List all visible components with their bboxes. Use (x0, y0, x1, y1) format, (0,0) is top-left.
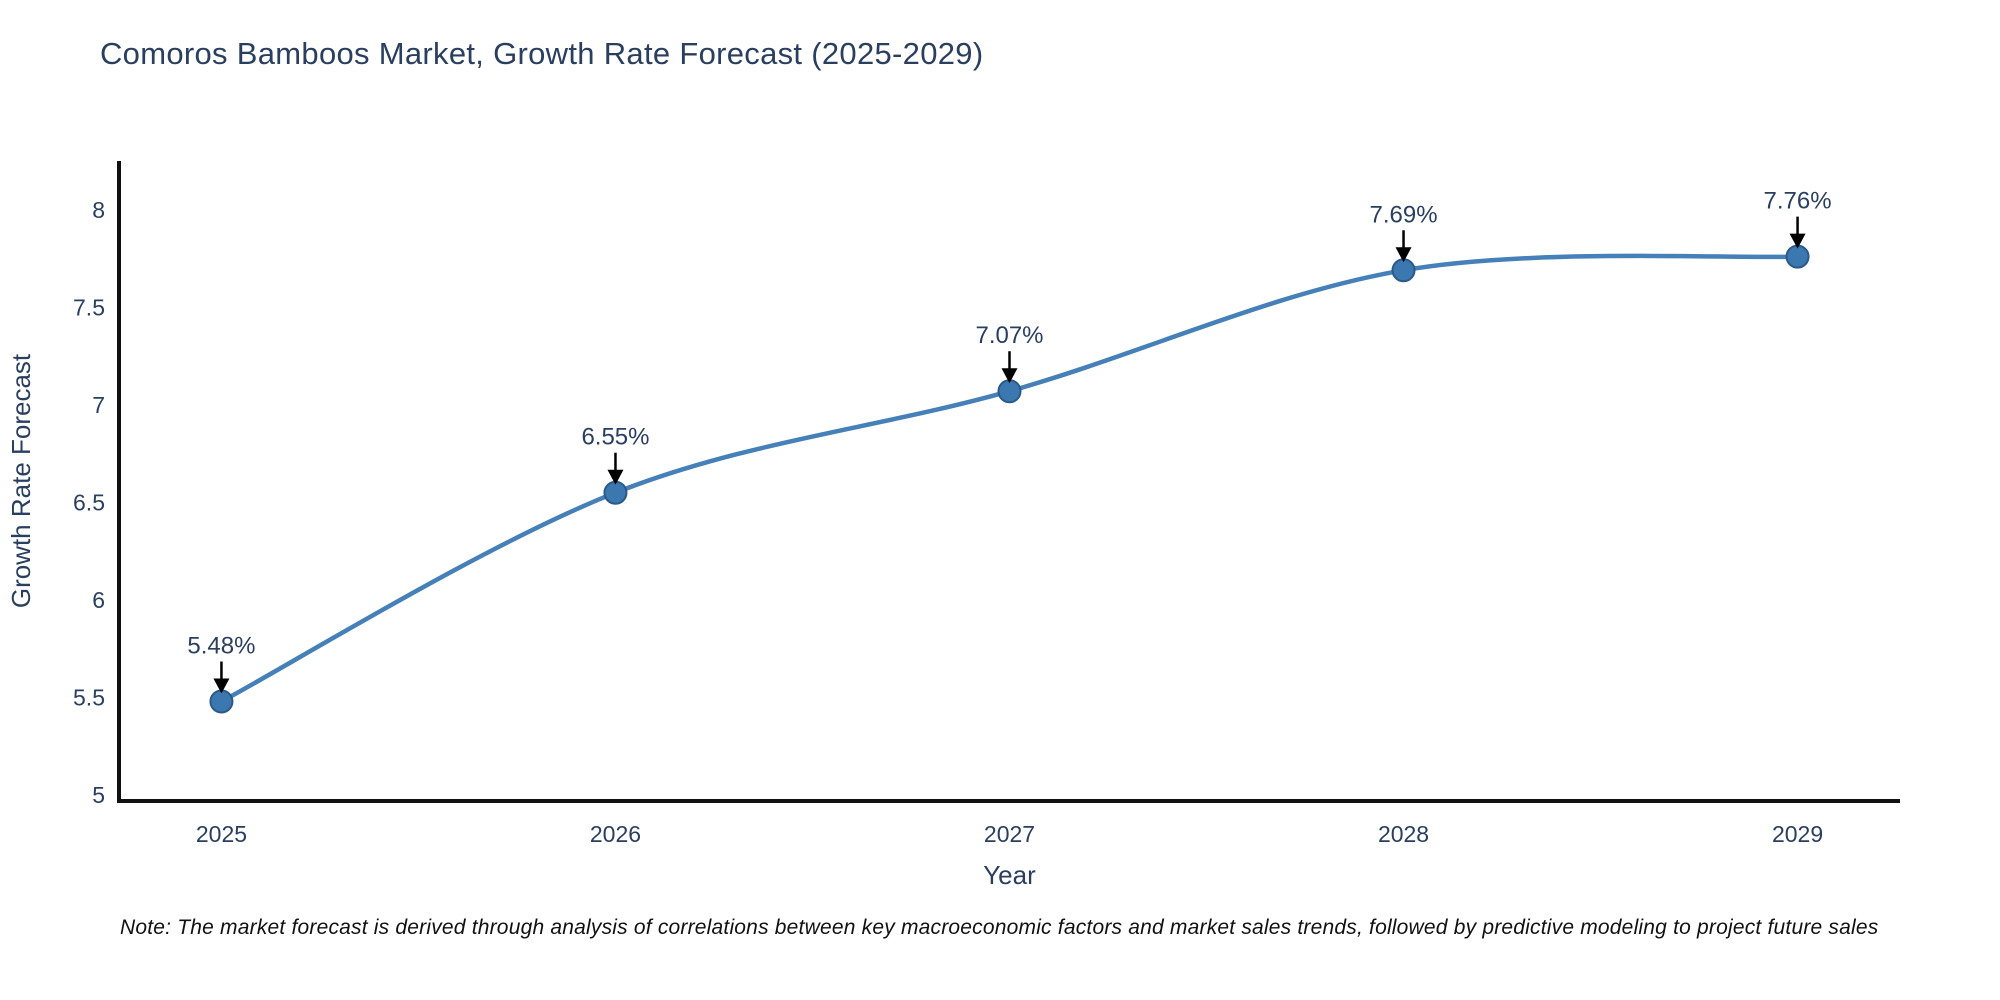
data-point-label: 7.69% (1369, 201, 1437, 228)
x-tick-label: 2026 (590, 821, 641, 847)
chart-footnote: Note: The market forecast is derived thr… (120, 916, 1879, 939)
y-tick-label: 7 (92, 392, 105, 418)
y-tick-label: 7.5 (73, 294, 105, 320)
annotation-arrow-head (1395, 247, 1412, 263)
y-tick-label: 5 (92, 782, 105, 808)
data-point-label: 7.76% (1764, 188, 1832, 215)
chart-title: Comoros Bamboos Market, Growth Rate Fore… (100, 36, 984, 71)
annotation-arrow-head (1001, 368, 1018, 384)
data-point-marker (1785, 244, 1810, 269)
y-axis-title: Growth Rate Forecast (6, 353, 36, 608)
x-axis-title: Year (983, 860, 1036, 890)
y-tick-label: 8 (92, 197, 105, 223)
x-tick-label: 2027 (984, 821, 1035, 847)
x-tick-label: 2028 (1378, 821, 1429, 847)
x-tick-label: 2025 (196, 821, 247, 847)
data-point-marker (1391, 258, 1416, 283)
annotation-arrow-head (1789, 233, 1806, 249)
y-tick-label: 5.5 (73, 685, 105, 711)
x-tick-label: 2029 (1772, 821, 1823, 847)
data-point-marker (997, 379, 1022, 404)
data-point-label: 7.07% (975, 322, 1043, 349)
annotation-arrow-head (213, 678, 230, 694)
data-point-marker (209, 689, 234, 714)
data-point-label: 6.55% (581, 424, 649, 451)
data-point-marker (603, 480, 628, 505)
data-point-label: 5.48% (187, 632, 255, 659)
y-tick-label: 6 (92, 587, 105, 613)
y-tick-label: 6.5 (73, 489, 105, 515)
annotation-arrow-head (607, 469, 624, 485)
